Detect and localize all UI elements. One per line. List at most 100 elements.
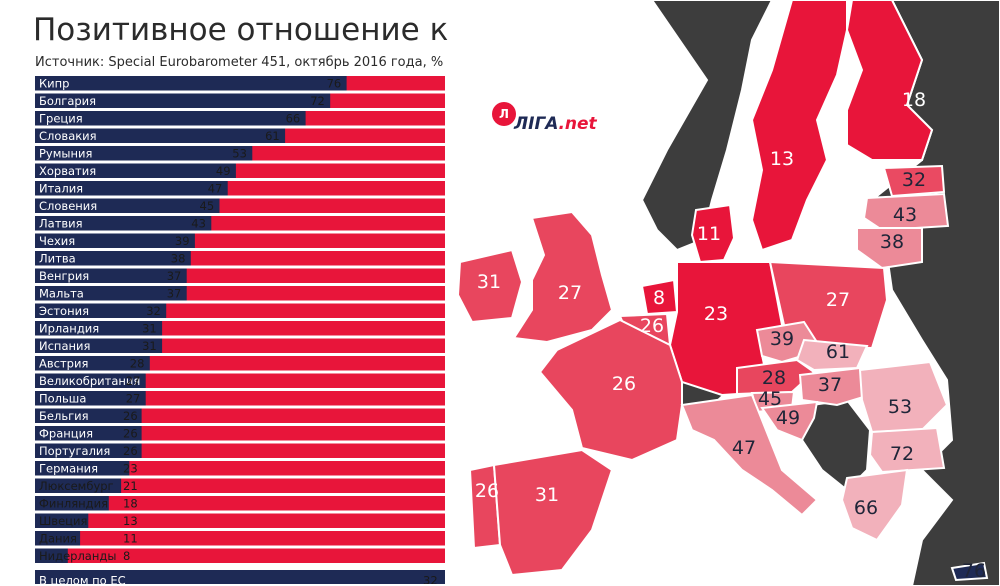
bar-positive: [35, 338, 163, 353]
bar-positive: [35, 443, 142, 458]
map-bulgaria: [868, 426, 946, 474]
category-label: Финляндия: [39, 496, 108, 510]
category-label: Швеция: [39, 514, 87, 528]
bar-row: Португалия 26: [35, 443, 445, 458]
category-label: Польша: [39, 391, 86, 405]
value-label: 27: [126, 374, 141, 388]
bar-row: Кипр 76: [35, 76, 445, 91]
map-value-label: 11: [697, 223, 721, 245]
bar-row: Австрия 28: [35, 356, 445, 371]
value-label: 43: [191, 216, 206, 230]
value-label: 61: [265, 129, 280, 143]
map-denmark: [690, 203, 736, 264]
category-label: Кипр: [39, 76, 69, 90]
value-label: 8: [123, 549, 130, 563]
value-label: 32: [423, 573, 438, 584]
bar-positive: [35, 513, 89, 528]
category-label: Латвия: [39, 216, 83, 230]
bar-positive: [35, 391, 146, 406]
bar-remainder: [35, 461, 445, 476]
category-label: Бельгия: [39, 409, 89, 423]
value-label: 32: [146, 304, 161, 318]
map-value-label: 27: [558, 282, 582, 304]
bar-row: Польша 27: [35, 391, 445, 406]
category-label: Словакия: [39, 129, 97, 143]
bar-positive: [35, 128, 286, 143]
category-label: Чехия: [39, 234, 75, 248]
category-label: Мальта: [39, 286, 84, 300]
map-estonia: [882, 164, 946, 198]
category-label: Венгрия: [39, 269, 89, 283]
bar-row: Нидерланды 8: [35, 548, 445, 563]
category-label: Ирландия: [39, 321, 99, 335]
bar-row: Литва 38: [35, 251, 445, 266]
map-value-label: 26: [475, 480, 499, 502]
value-label: 49: [216, 164, 231, 178]
map-value-label: 18: [902, 89, 926, 111]
bar-row: Люксембург 21: [35, 478, 445, 493]
bar-positive: [35, 251, 191, 266]
chart-subtitle: Источник: Special Eurobarometer 451, окт…: [35, 55, 444, 70]
map-lithuania: [856, 227, 923, 270]
map-ireland: [456, 248, 524, 324]
map-spain: [492, 448, 614, 577]
bar-positive: [35, 496, 109, 511]
bar-positive: [35, 461, 130, 476]
bar-row: Испания 31: [35, 338, 445, 353]
bar-positive: [35, 478, 122, 493]
map-value-label: 8: [653, 287, 665, 309]
value-label: 37: [167, 269, 182, 283]
liga-net-logo: Л ЛIГА.net: [492, 102, 622, 138]
bar-positive: [35, 111, 306, 126]
bar-row: В целом по ЕС 32: [35, 570, 445, 584]
bar-row: Хорватия 49: [35, 163, 445, 178]
category-label: Франция: [39, 426, 93, 440]
map-value-label: 39: [770, 328, 794, 350]
map-value-label: 27: [826, 289, 850, 311]
map-value-label: 66: [854, 497, 878, 519]
bar-positive: [35, 408, 142, 423]
category-label: Португалия: [39, 444, 110, 458]
bar-positive: [35, 181, 228, 196]
map-value-label: 31: [535, 484, 559, 506]
map-cyprus: [950, 561, 989, 582]
value-label: 18: [123, 496, 138, 510]
bar-row: Венгрия 37: [35, 268, 445, 283]
bar-row: Латвия 43: [35, 216, 445, 231]
bar-row: Словения 45: [35, 198, 445, 213]
category-label: Австрия: [39, 356, 88, 370]
category-label: Хорватия: [39, 164, 96, 178]
map-value-label: 49: [776, 407, 800, 429]
value-label: 31: [142, 321, 157, 335]
bar-remainder: [35, 478, 445, 493]
map-france: [538, 318, 683, 462]
category-label: Словения: [39, 199, 97, 213]
map-value-label: 53: [888, 396, 912, 418]
logo-text: ЛIГА.net: [514, 114, 597, 134]
bar-positive: [35, 76, 347, 91]
category-label: Дания: [39, 531, 77, 545]
value-label: 76: [327, 76, 342, 90]
map-value-label: 61: [826, 341, 850, 363]
map-value-label: 37: [818, 374, 842, 396]
bar-row: Ирландия 31: [35, 321, 445, 336]
bar-total: [35, 570, 445, 584]
value-label: 13: [123, 514, 138, 528]
bar-positive: [35, 163, 236, 178]
value-label: 45: [200, 199, 215, 213]
bar-remainder: [35, 513, 445, 528]
bar-row: Бельгия 26: [35, 408, 445, 423]
bar-positive: [35, 216, 212, 231]
map-value-label: 28: [762, 367, 786, 389]
bar-row: Швеция 13: [35, 513, 445, 528]
category-label: Болгария: [39, 94, 96, 108]
bar-positive: [35, 426, 142, 441]
bar-positive: [35, 356, 150, 371]
value-label: 31: [142, 339, 157, 353]
map-sweden: [750, 0, 848, 252]
bar-positive: [35, 198, 220, 213]
map-finland: [845, 0, 934, 161]
map-value-label: 13: [770, 148, 794, 170]
bar-row: Румыния 53: [35, 146, 445, 161]
map-value-label: 72: [890, 443, 914, 465]
